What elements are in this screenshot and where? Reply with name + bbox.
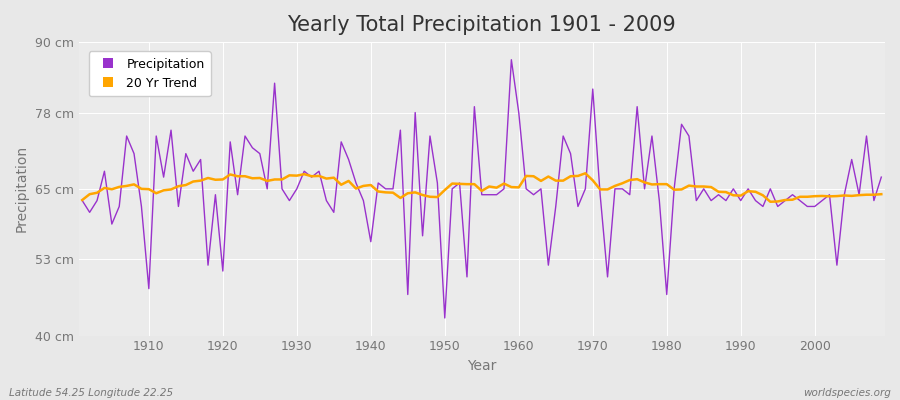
Title: Yearly Total Precipitation 1901 - 2009: Yearly Total Precipitation 1901 - 2009	[287, 15, 676, 35]
Legend: Precipitation, 20 Yr Trend: Precipitation, 20 Yr Trend	[89, 51, 211, 96]
Text: Latitude 54.25 Longitude 22.25: Latitude 54.25 Longitude 22.25	[9, 388, 173, 398]
Y-axis label: Precipitation: Precipitation	[15, 145, 29, 232]
Text: worldspecies.org: worldspecies.org	[803, 388, 891, 398]
X-axis label: Year: Year	[467, 359, 497, 373]
